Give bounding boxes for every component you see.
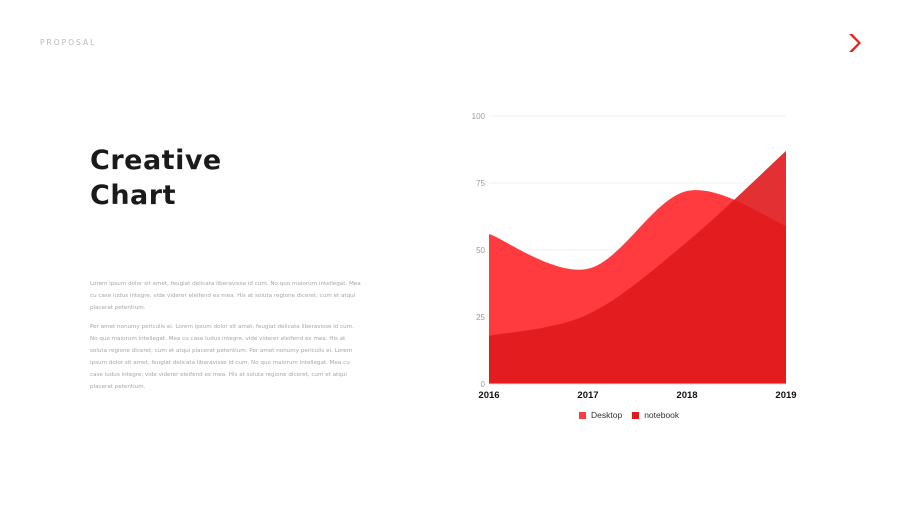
area-chart: 0 25 50 75 100 2016 2017 2018 2019 [472, 112, 797, 401]
title-line-2: Chart [90, 180, 176, 211]
body-paragraph-2: Per amet nonumy periculis ei. Lorem ipsu… [90, 324, 354, 391]
legend-swatch-desktop [579, 411, 586, 419]
title-line-1: Creative [90, 145, 222, 176]
x-tick-label-2018: 2018 [676, 390, 697, 401]
brand-logo-icon [849, 34, 861, 52]
x-tick-label-2017: 2017 [577, 390, 598, 401]
body-paragraph-1: Lorem ipsum dolor sit amet, feugiat deli… [90, 281, 361, 312]
page-title: Creative Chart [90, 143, 222, 213]
y-tick-label-75: 75 [476, 179, 485, 188]
y-tick-label-100: 100 [472, 112, 486, 121]
x-tick-label-2019: 2019 [775, 390, 796, 401]
legend-item-notebook[interactable]: notebook [632, 410, 679, 420]
area-notebook [489, 150, 786, 384]
y-tick-label-0: 0 [481, 380, 486, 389]
legend-item-desktop[interactable]: Desktop [579, 410, 622, 420]
legend-label-desktop: Desktop [591, 410, 623, 420]
y-tick-label-50: 50 [476, 246, 485, 255]
x-tick-label-2016: 2016 [478, 390, 499, 401]
header-label: PROPOSAL [40, 38, 97, 47]
legend-swatch-notebook [632, 411, 640, 419]
y-tick-label-25: 25 [476, 313, 485, 322]
chart-legend: Desktop notebook [579, 410, 689, 420]
legend-label-notebook: notebook [644, 410, 680, 420]
